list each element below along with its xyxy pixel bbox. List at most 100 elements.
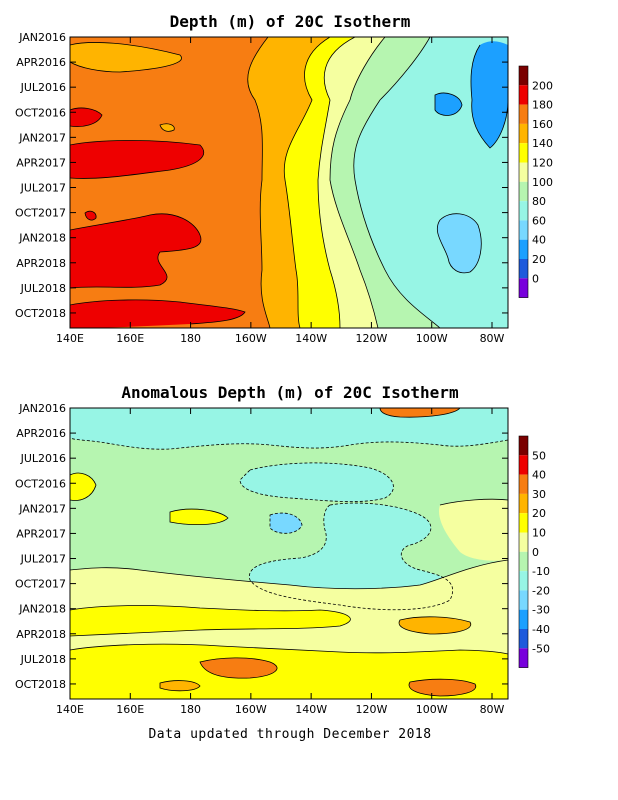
x-tick-label: 140E [56,332,84,345]
colorbar-label: -40 [532,623,550,636]
panel2-field [70,408,508,699]
panel1-title: Depth (m) of 20C Isotherm [170,12,411,31]
y-tick-label: JAN2018 [18,232,66,245]
panel1-x-axis: 140E 160E 180 160W 140W 120W 100W 80W [56,37,505,345]
colorbar-swatch [519,66,528,86]
colorbar-swatch [519,551,528,572]
colorbar-swatch [519,609,528,629]
colorbar-swatch [519,104,528,124]
colorbar-label: 30 [532,488,546,501]
colorbar-label: 40 [532,469,546,482]
y-tick-label: APR2016 [16,427,66,440]
panel2-y-axis: JAN2016 APR2016 JUL2016 OCT2016 JAN2017 APR20… [15,402,508,691]
y-tick-label: JAN2016 [18,402,66,415]
y-tick-label: JAN2016 [18,31,66,44]
x-tick-label: 180 [180,703,201,716]
y-tick-label: APR2018 [16,628,66,641]
y-tick-label: OCT2016 [15,477,66,490]
y-tick-label: APR2016 [16,56,66,69]
y-tick-label: APR2017 [16,156,66,169]
x-tick-label: 140E [56,703,84,716]
colorbar-label: 200 [532,79,553,92]
colorbar-label: -10 [532,565,550,578]
y-tick-label: JUL2018 [20,282,66,295]
colorbar-swatch [519,455,528,475]
colorbar-swatch [519,201,528,221]
colorbar-swatch [519,162,528,182]
colorbar-label: 120 [532,157,553,170]
colorbar-swatch [519,278,528,298]
panel1-y-axis: JAN2016 APR2016 JUL2016 OCT2016 JAN2017 APR20… [15,31,508,320]
footer-note: Data updated through December 2018 [148,727,431,742]
x-tick-label: 140W [295,332,327,345]
y-tick-label: JUL2016 [20,452,66,465]
colorbar-swatch [519,85,528,105]
colorbar-label: 20 [532,507,546,520]
y-tick-label: JAN2017 [18,131,66,144]
x-tick-label: 160W [235,703,267,716]
x-tick-label: 80W [480,332,505,345]
y-tick-label: OCT2016 [15,106,66,119]
y-tick-label: APR2017 [16,527,66,540]
panel2-colorbar: 50 40 30 20 10 0 -10 -20 -30 -40 -50 [518,435,550,668]
y-tick-label: JUL2016 [20,81,66,94]
y-tick-label: JUL2017 [20,553,66,566]
colorbar-label: 0 [532,272,539,285]
colorbar-swatch [519,239,528,259]
colorbar-label: 20 [532,253,546,266]
colorbar-label: 80 [532,195,546,208]
colorbar-label: 0 [532,546,539,559]
colorbar-label: 50 [532,449,546,462]
panel1-frame [69,36,509,329]
colorbar-label: 180 [532,99,553,112]
x-tick-label: 140W [295,703,327,716]
panel1-contours [70,37,508,328]
y-tick-label: OCT2018 [15,678,66,691]
x-tick-label: 80W [480,703,505,716]
y-tick-label: OCT2017 [15,207,66,220]
colorbar-swatch [519,436,528,456]
colorbar-label: 60 [532,214,546,227]
colorbar-swatch [519,181,528,202]
colorbar-label: 100 [532,176,553,189]
x-tick-label: 120W [355,332,387,345]
colorbar-swatch [519,259,528,279]
colorbar-label: 40 [532,234,546,247]
x-tick-label: 100W [416,332,448,345]
x-tick-label: 120W [355,703,387,716]
colorbar-swatch [519,571,528,591]
panel1-field [70,37,508,328]
x-tick-label: 180 [180,332,201,345]
x-tick-label: 160E [116,703,144,716]
colorbar-label: 10 [532,527,546,540]
y-tick-label: APR2018 [16,257,66,270]
colorbar-swatch [519,648,528,668]
panel2-frame [69,407,509,700]
colorbar-swatch [519,143,528,163]
colorbar-frame [518,435,529,668]
colorbar-swatch [519,123,528,144]
colorbar-label: -50 [532,642,550,655]
y-tick-label: OCT2018 [15,307,66,320]
colorbar-swatch [519,513,528,533]
x-tick-label: 100W [416,703,448,716]
colorbar-swatch [519,532,528,552]
x-tick-label: 160E [116,332,144,345]
y-tick-label: JAN2018 [18,603,66,616]
colorbar-swatch [519,474,528,494]
colorbar-swatch [519,629,528,649]
y-tick-label: OCT2017 [15,578,66,591]
colorbar-swatch [519,220,528,240]
y-tick-label: JUL2018 [20,653,66,666]
panel2-title: Anomalous Depth (m) of 20C Isotherm [121,383,459,402]
colorbar-label: 160 [532,118,553,131]
colorbar-swatch [519,590,528,610]
y-tick-label: JAN2017 [18,502,66,515]
panel2-contours [70,408,508,697]
colorbar-label: -30 [532,604,550,617]
colorbar-frame [518,65,529,298]
colorbar-label: -20 [532,584,550,597]
y-tick-label: JUL2017 [20,182,66,195]
